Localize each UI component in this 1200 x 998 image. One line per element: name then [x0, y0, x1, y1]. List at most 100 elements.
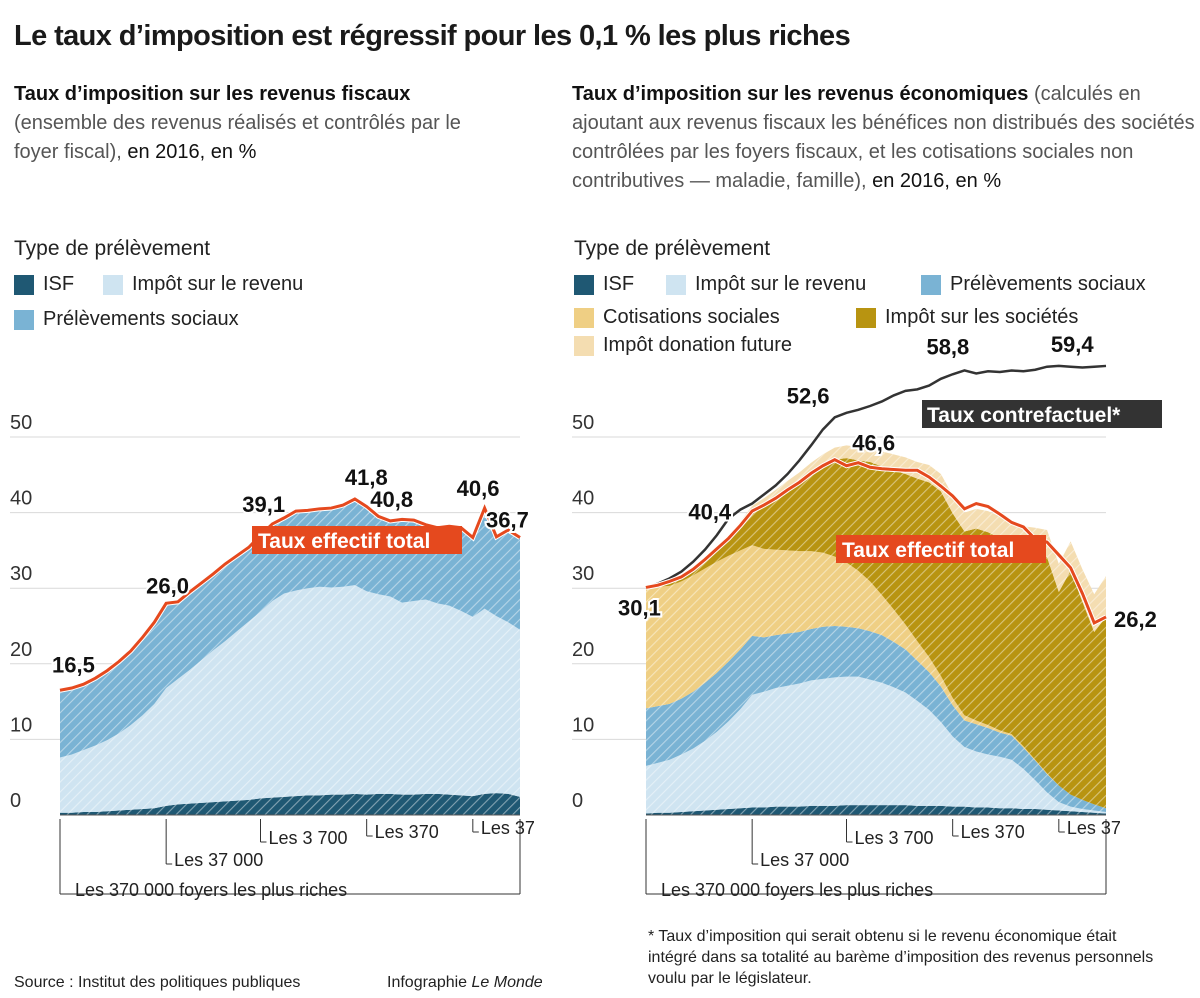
- legend-label-idf: Impôt donation future: [603, 334, 793, 356]
- right-legend-ps: Prélèvements sociaux: [921, 273, 1146, 296]
- value-label: 52,6: [787, 383, 830, 408]
- y-tick-label: 50: [10, 412, 32, 434]
- y-tick-label: 40: [10, 488, 32, 510]
- left-legend-ir: Impôt sur le revenu: [103, 273, 303, 296]
- y-tick-label: 50: [572, 412, 594, 434]
- y-tick-label: 0: [572, 790, 583, 812]
- legend-label-cs: Cotisations sociales: [603, 306, 780, 328]
- area-prelevements-sociaux-hatch: [646, 626, 1106, 812]
- group-label: Les 370: [375, 822, 439, 842]
- footnote: * Taux d’imposition qui serait obtenu si…: [648, 928, 1154, 987]
- group-label: Les 37 000: [760, 850, 849, 870]
- value-label: 36,7: [486, 508, 529, 533]
- effective-line-label-text: Taux effectif total: [842, 539, 1014, 562]
- legend-swatch-ir: [666, 274, 686, 295]
- group-brackets: Les 370 000 foyers les plus riches Les 37…: [59, 818, 535, 900]
- effective-line-label-box: [836, 535, 1046, 563]
- value-label: 46,6: [852, 431, 895, 456]
- value-label: 30,1: [618, 595, 661, 620]
- area-cotisations-sociales-hatch: [646, 545, 1106, 809]
- legend-label-ps: Prélèvements sociaux: [43, 308, 239, 330]
- right-legend-idf: Impôt donation future: [574, 334, 792, 357]
- effective-line-label: Taux effectif total: [252, 526, 462, 554]
- right-subtitle-bold: Taux d’imposition sur les revenus économ…: [572, 83, 1029, 105]
- legend-label-ps: Prélèvements sociaux: [950, 273, 1146, 295]
- legend-label-isf: ISF: [43, 273, 75, 295]
- counterfactual-line: [645, 364, 1107, 589]
- legend-label-is: Impôt sur les sociétés: [885, 306, 1079, 328]
- legend-swatch-ps: [921, 274, 941, 295]
- right-subtitle-rest: (calculés en ajoutant aux revenus fiscau…: [572, 83, 1195, 192]
- value-label: 26,0: [146, 573, 189, 598]
- value-label: 58,8: [926, 334, 969, 359]
- effective-line-label-text: Taux effectif total: [258, 530, 430, 553]
- legend-swatch-isf: [574, 274, 594, 295]
- source-text: Source : Institut des politiques publiqu…: [14, 974, 301, 991]
- value-label: 39,1: [242, 492, 285, 517]
- value-label: 40,4: [688, 500, 732, 525]
- legend-label-isf: ISF: [603, 273, 635, 295]
- legend-swatch-ir: [103, 274, 123, 295]
- group-label: Les 37 000: [174, 850, 263, 870]
- area-isf-hatch: [646, 805, 1106, 815]
- right-legend-is: Impôt sur les sociétés: [856, 306, 1078, 329]
- stacked-areas: [60, 498, 520, 815]
- area-impot-sur-le-revenu-hatch: [646, 676, 1106, 814]
- right-legend-title: Type de prélèvement: [574, 237, 771, 260]
- legend-swatch-ps: [14, 309, 34, 330]
- area-impot-sur-le-revenu-hatch: [60, 585, 520, 813]
- value-label: 26,2: [1114, 607, 1157, 632]
- legend-label-ir: Impôt sur le revenu: [132, 273, 304, 295]
- legend-swatch-isf: [14, 274, 34, 295]
- y-tick-label: 30: [10, 563, 32, 585]
- credit-name: Le Monde: [471, 974, 543, 991]
- y-tick-label: 20: [572, 639, 594, 661]
- y-tick-label: 0: [10, 790, 21, 812]
- group-label: Les 3 700: [269, 828, 348, 848]
- group-label: Les 3 700: [855, 828, 934, 848]
- value-label: 41,8: [345, 465, 388, 490]
- effective-total-line: [645, 457, 1107, 626]
- left-chart: 0 10 20 30 40 50 Taux effectif total 16,5 26,0 39…: [10, 412, 535, 900]
- left-legend-isf: ISF: [14, 273, 74, 296]
- group-brackets: Les 370 000 foyers les plus riches Les 37…: [645, 818, 1121, 900]
- credit: Infographie Le Monde: [387, 974, 543, 992]
- left-chart-subtitle: Taux d’imposition sur les revenus fiscau…: [14, 80, 484, 167]
- value-label: 59,4: [1051, 332, 1095, 357]
- left-legend-title: Type de prélèvement: [14, 237, 211, 260]
- left-subtitle-bold: Taux d’imposition sur les revenus fiscau…: [14, 83, 411, 105]
- value-annotations: 30,1 40,4 52,6 46,6 58,8 59,4 26,2: [616, 330, 1159, 634]
- area-isf-hatch: [60, 793, 520, 815]
- value-label: 40,6: [457, 476, 500, 501]
- value-label: 16,5: [52, 652, 95, 677]
- right-legend-ir: Impôt sur le revenu: [666, 273, 866, 296]
- effective-line-label-box: [252, 526, 462, 554]
- left-subtitle-rest: (ensemble des revenus réalisés et contrô…: [14, 112, 461, 163]
- right-chart: 0 10 20 30 40 50 Taux effectif total Taux contr…: [572, 330, 1162, 900]
- group-label: Les 370: [961, 822, 1025, 842]
- legend-swatch-cs: [574, 307, 594, 328]
- right-legend-cs: Cotisations sociales: [574, 306, 780, 329]
- group-label: Les 370 000 foyers les plus riches: [661, 880, 933, 900]
- value-label: 40,8: [370, 487, 413, 512]
- area-prelevements-sociaux-hatch: [60, 498, 520, 758]
- counterfactual-label-box: [922, 400, 1162, 428]
- counterfactual-line-label: Taux contrefactuel*: [922, 400, 1162, 428]
- counterfactual-label-text: Taux contrefactuel*: [927, 404, 1121, 427]
- left-subtitle-tail: en 2016, en %: [127, 141, 257, 163]
- y-tick-label: 30: [572, 563, 594, 585]
- y-tick-label: 20: [10, 639, 32, 661]
- left-legend-ps: Prélèvements sociaux: [14, 308, 239, 331]
- main-title: Le taux d’imposition est régressif pour …: [14, 20, 851, 52]
- right-subtitle-tail: en 2016, en %: [872, 170, 1002, 192]
- effective-line-label: Taux effectif total: [836, 535, 1046, 563]
- value-annotations: 16,5 26,0 39,1 41,840,8 40,6 36,7: [50, 463, 531, 679]
- group-label: Les 370 000 foyers les plus riches: [75, 880, 347, 900]
- legend-swatch-is: [856, 307, 876, 328]
- legend-label-ir: Impôt sur le revenu: [695, 273, 867, 295]
- y-tick-label: 10: [572, 714, 594, 736]
- right-legend-isf: ISF: [574, 273, 634, 296]
- group-label: Les 37: [1067, 818, 1121, 838]
- credit-prefix: Infographie: [387, 974, 468, 991]
